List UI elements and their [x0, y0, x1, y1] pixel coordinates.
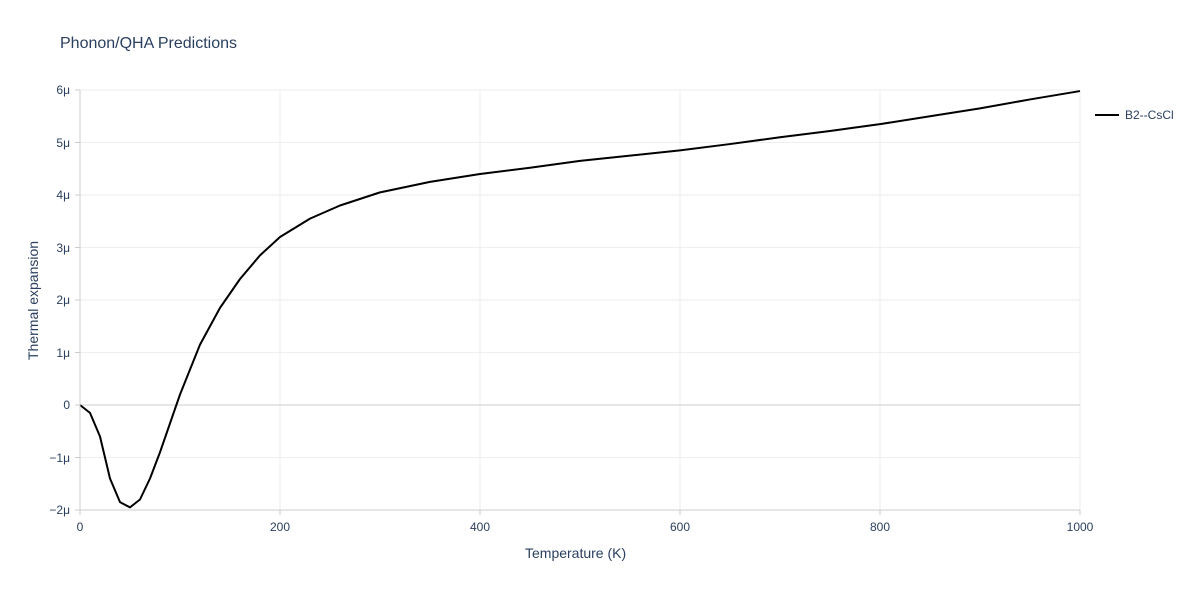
y-tick-label: 5μ — [30, 136, 70, 150]
chart-root: Phonon/QHA Predictions Thermal expansion… — [0, 0, 1200, 600]
x-tick-label: 800 — [860, 520, 900, 534]
y-tick-label: 1μ — [30, 346, 70, 360]
y-tick-label: 4μ — [30, 188, 70, 202]
y-tick-label: 3μ — [30, 241, 70, 255]
legend: B2--CsCl — [1095, 108, 1174, 122]
x-tick-label: 400 — [460, 520, 500, 534]
x-tick-label: 600 — [660, 520, 700, 534]
y-tick-label: −1μ — [30, 451, 70, 465]
plot-area — [80, 90, 1082, 512]
x-tick-label: 200 — [260, 520, 300, 534]
legend-label: B2--CsCl — [1125, 108, 1174, 122]
chart-title: Phonon/QHA Predictions — [60, 35, 237, 53]
y-tick-label: −2μ — [30, 503, 70, 517]
x-axis-label: Temperature (K) — [525, 545, 626, 561]
y-tick-label: 2μ — [30, 293, 70, 307]
y-tick-label: 0 — [30, 398, 70, 412]
y-tick-label: 6μ — [30, 83, 70, 97]
legend-swatch — [1095, 114, 1119, 116]
x-tick-label: 0 — [60, 520, 100, 534]
x-tick-label: 1000 — [1060, 520, 1100, 534]
